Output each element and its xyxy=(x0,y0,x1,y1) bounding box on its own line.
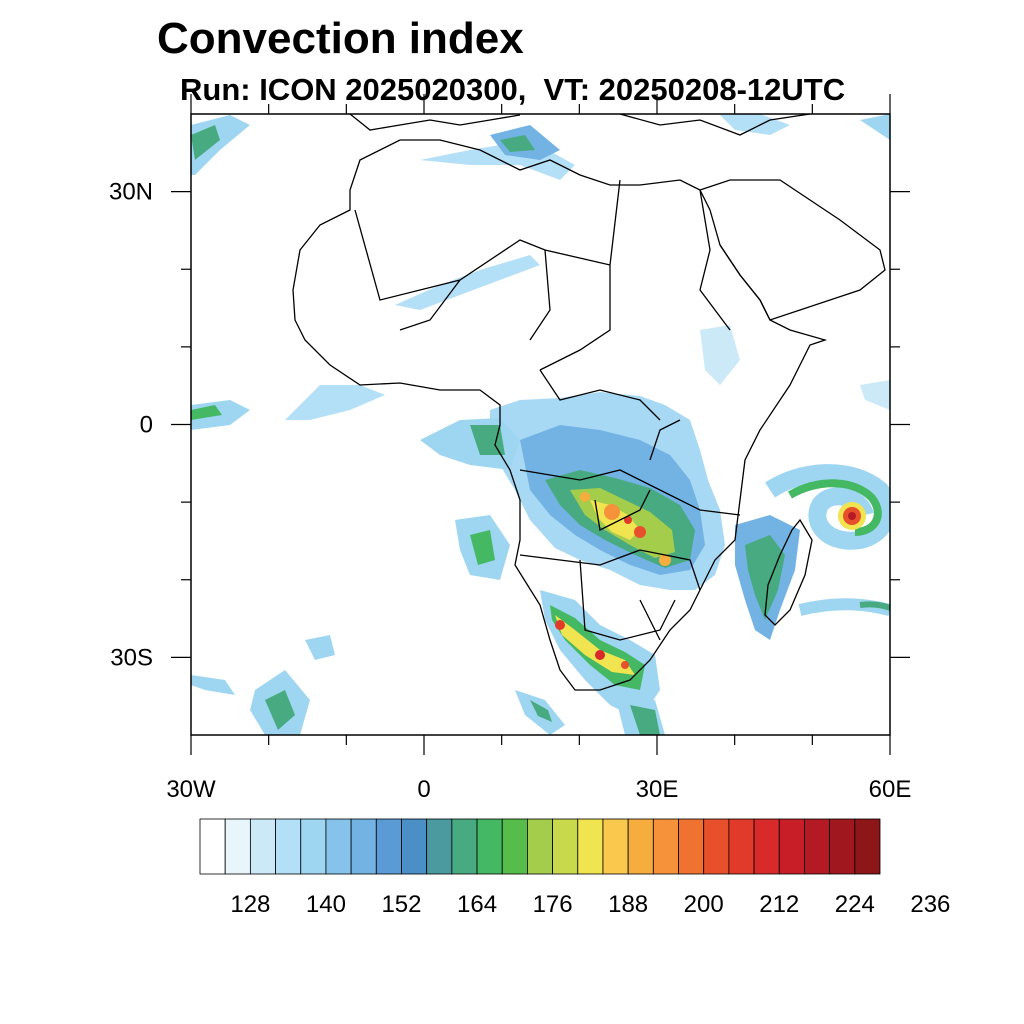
colorbar-swatch xyxy=(577,818,604,875)
colorbar-swatch xyxy=(804,818,831,875)
lon-label: 60E xyxy=(869,776,912,803)
madagascar-coastline xyxy=(764,518,813,626)
colorbar-label: 236 xyxy=(910,891,950,918)
colorbar-swatch xyxy=(703,818,730,875)
colorbar-label: 188 xyxy=(608,891,648,918)
colorbar-swatch xyxy=(249,818,276,875)
colorbar-swatch xyxy=(652,818,679,875)
colorbar-label: 128 xyxy=(230,891,270,918)
convection-area-central-africa-orange xyxy=(590,500,640,540)
colorbar-swatch xyxy=(224,818,251,875)
arabia-coastline xyxy=(699,179,886,321)
lon-label: 0 xyxy=(417,776,430,803)
colorbar-swatch xyxy=(501,818,528,875)
colorbar-swatch xyxy=(527,818,553,875)
europe-coastline xyxy=(349,114,521,131)
colorbar-swatch xyxy=(778,818,805,875)
colorbar-labels: 128 140 152 164 176 188 200 212 224 236 xyxy=(230,891,950,918)
colorbar-swatch xyxy=(350,818,377,875)
lat-label: 30S xyxy=(110,644,153,671)
colorbar-swatch xyxy=(375,818,402,875)
colorbar-swatch xyxy=(627,818,654,875)
axis-labels: 30W 0 30E 60E 30N 0 30S xyxy=(109,179,911,803)
country-borders xyxy=(354,179,741,641)
lat-label: 30N xyxy=(109,179,153,206)
colorbar-swatch xyxy=(300,818,327,875)
colorbar-label: 164 xyxy=(457,891,497,918)
colorbar-swatch xyxy=(325,818,352,875)
colorbar-label: 140 xyxy=(306,891,346,918)
africa-coastline xyxy=(292,139,828,691)
colorbar-label: 224 xyxy=(835,891,875,918)
colorbar-swatch xyxy=(426,818,453,875)
axis-ticks xyxy=(171,94,910,755)
cyclone-vortex xyxy=(765,464,890,616)
colorbar-label: 200 xyxy=(684,891,724,918)
colorbar-swatch xyxy=(451,818,478,875)
colorbar-swatch xyxy=(602,818,629,875)
map-title: Convection index xyxy=(157,14,524,63)
colorbar-swatch xyxy=(552,818,579,875)
colorbar xyxy=(199,818,881,875)
colorbar-swatch xyxy=(199,818,226,875)
lon-label: 30E xyxy=(636,776,679,803)
convection-field xyxy=(191,114,890,735)
lon-label: 30W xyxy=(166,776,216,803)
colorbar-label: 152 xyxy=(381,891,421,918)
convection-area-sahara-streak xyxy=(395,255,540,310)
colorbar-swatch xyxy=(275,818,302,875)
colorbar-swatch xyxy=(854,818,881,875)
colorbar-swatch xyxy=(476,818,503,875)
colorbar-swatch xyxy=(829,818,856,875)
lat-label: 0 xyxy=(140,412,153,439)
colorbar-swatch xyxy=(753,818,780,875)
colorbar-swatch xyxy=(401,818,428,875)
colorbar-swatch xyxy=(728,818,755,875)
map-subtitle: Run: ICON 2025020300, VT: 20250208-12UTC xyxy=(180,72,846,107)
coastlines xyxy=(292,114,886,691)
colorbar-label: 212 xyxy=(759,891,799,918)
colorbar-label: 176 xyxy=(533,891,573,918)
colorbar-swatch xyxy=(678,818,705,875)
